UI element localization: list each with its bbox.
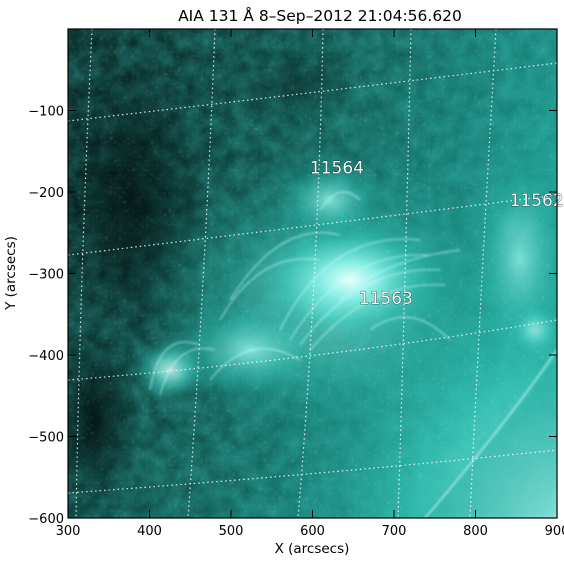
x-tick-label: 700 (382, 524, 407, 539)
x-tick-label: 800 (463, 524, 488, 539)
x-axis: 300 400 500 600 700 800 900 (56, 29, 564, 539)
y-tick-label: −500 (28, 431, 64, 446)
active-region-label-11563: 11563 (359, 289, 413, 309)
y-tick-label: −100 (28, 105, 64, 120)
active-region-label-11562: 11562 (510, 191, 564, 211)
x-tick-label: 300 (56, 524, 81, 539)
x-tick-label: 400 (137, 524, 162, 539)
y-tick-label: −400 (28, 349, 64, 364)
x-tick-label: 600 (300, 524, 325, 539)
x-tick-label: 500 (219, 524, 244, 539)
active-region-labels: 11564 11563 11562 (310, 158, 564, 309)
image-title: AIA 131 Å 8–Sep–2012 21:04:56.620 (178, 6, 462, 25)
y-tick-label: −300 (28, 268, 64, 283)
y-tick-label: −600 (28, 512, 64, 527)
x-axis-label: X (arcsecs) (275, 541, 350, 557)
y-axis: −100 −200 −300 −400 −500 −600 (28, 105, 557, 527)
y-tick-label: −200 (28, 186, 64, 201)
active-region-label-11564: 11564 (310, 159, 364, 179)
y-axis-label: Y (arcsecs) (3, 236, 19, 311)
x-tick-label: 900 (545, 524, 564, 539)
solar-image (68, 29, 557, 518)
